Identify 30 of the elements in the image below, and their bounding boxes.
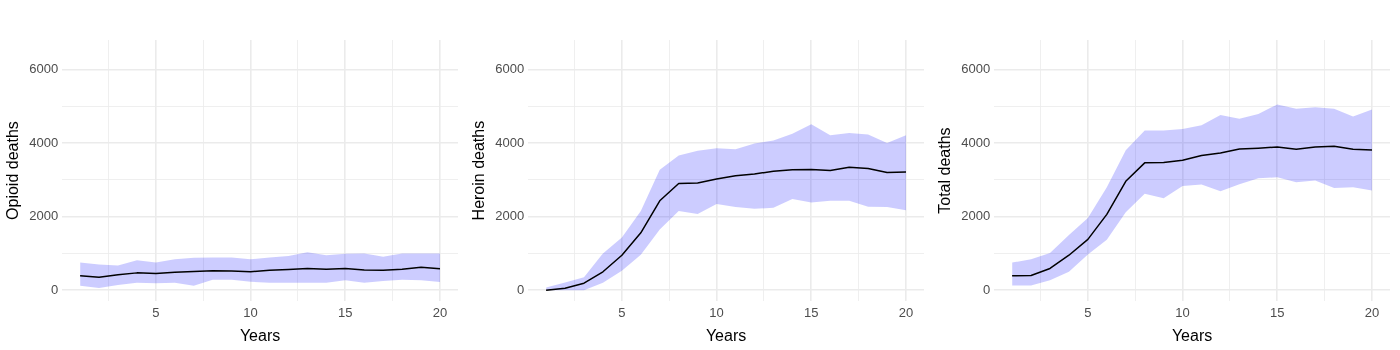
x-tick-label: 5: [1084, 304, 1092, 320]
y-axis-title: Total deaths: [936, 127, 954, 214]
x-axis-title: Years: [1171, 326, 1213, 344]
y-tick-label: 6000: [495, 61, 525, 77]
x-tick-label: 5: [152, 304, 160, 320]
x-tick-label: 15: [804, 304, 819, 320]
x-tick-label: 20: [432, 304, 448, 320]
y-tick-label: 4000: [961, 134, 991, 150]
x-tick-label: 10: [709, 304, 724, 320]
y-tick-label: 4000: [29, 134, 59, 150]
x-tick-label: 15: [338, 304, 353, 320]
y-axis-title: Heroin deaths: [470, 120, 488, 221]
x-axis-title: Years: [239, 326, 281, 344]
x-axis-title: Years: [705, 326, 747, 344]
y-tick-label: 2000: [29, 208, 59, 224]
x-tick-label: 15: [1270, 304, 1285, 320]
y-tick-label: 6000: [961, 61, 991, 77]
y-tick-label: 2000: [495, 208, 525, 224]
y-tick-label: 0: [516, 281, 525, 297]
x-tick-label: 10: [243, 304, 258, 320]
y-tick-label: 2000: [961, 208, 991, 224]
y-tick-label: 0: [982, 281, 991, 297]
x-tick-label: 20: [898, 304, 914, 320]
y-axis-title: Opioid deaths: [4, 121, 22, 220]
x-tick-label: 10: [1175, 304, 1190, 320]
y-tick-label: 6000: [29, 61, 59, 77]
x-tick-label: 5: [618, 304, 626, 320]
x-tick-label: 20: [1364, 304, 1380, 320]
y-tick-label: 0: [50, 281, 59, 297]
y-tick-label: 4000: [495, 134, 525, 150]
